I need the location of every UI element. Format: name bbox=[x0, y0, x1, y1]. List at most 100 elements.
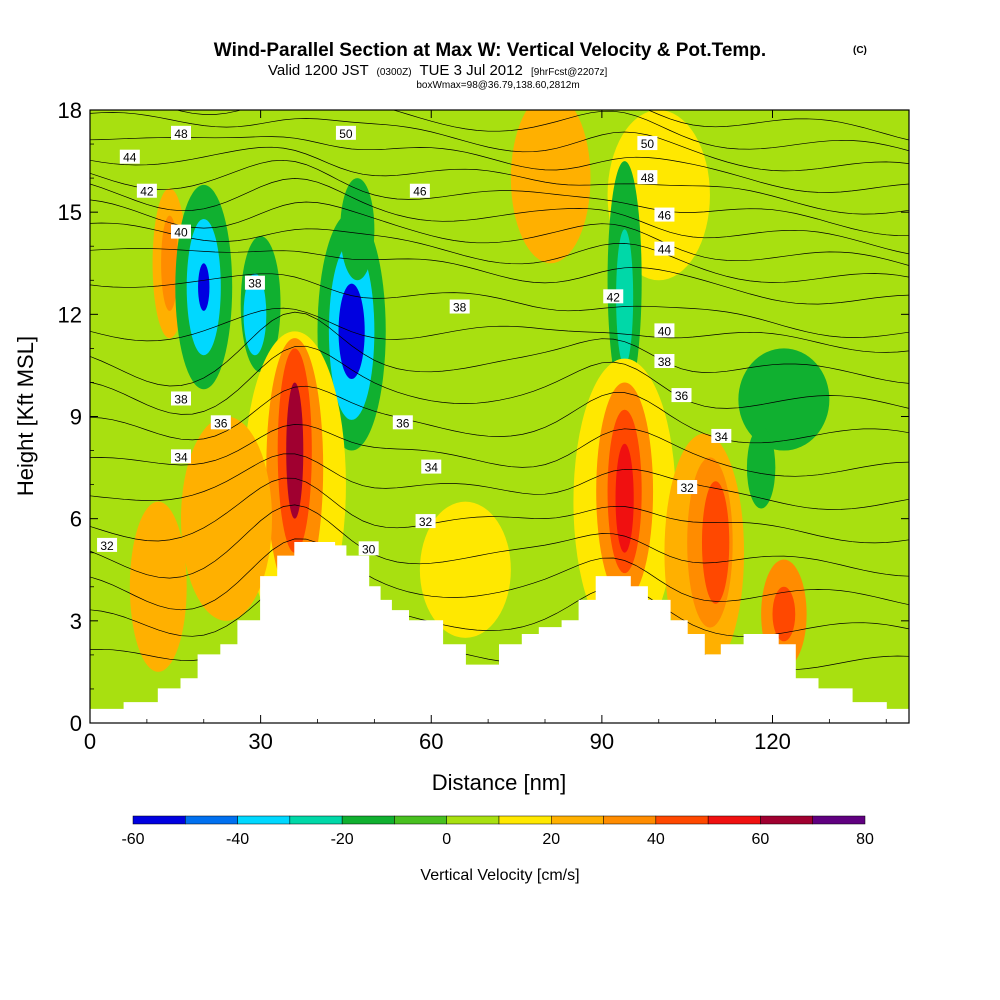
subtitle-utc: (0300Z) bbox=[377, 67, 412, 78]
colorbar-label--20: -20 bbox=[331, 831, 354, 848]
theta-contour-43 bbox=[90, 222, 909, 283]
svg-text:38: 38 bbox=[174, 392, 188, 406]
colorbar-swatch-11 bbox=[707, 815, 761, 825]
svg-text:38: 38 bbox=[248, 277, 262, 291]
velocity-cell-16 bbox=[746, 426, 776, 509]
plot-area: 50 50 48 48 46 46 44 44 42 42 40 40 38 38 36 36 34 34 32 32… bbox=[90, 110, 909, 723]
x-tick-label-0: 0 bbox=[84, 729, 96, 754]
chart-title: Wind-Parallel Section at Max W: Vertical… bbox=[214, 40, 766, 61]
contour-label-42: 42 bbox=[136, 183, 157, 199]
contour-label-34: 34 bbox=[421, 459, 442, 475]
velocity-cell-31 bbox=[772, 586, 796, 642]
colorbar-swatch-1 bbox=[185, 815, 238, 825]
svg-text:34: 34 bbox=[174, 450, 188, 464]
y-axis-title: Height [Kft MSL] bbox=[13, 336, 38, 496]
svg-text:48: 48 bbox=[641, 171, 655, 185]
colorbar-label-40: 40 bbox=[647, 831, 665, 848]
svg-text:44: 44 bbox=[658, 243, 672, 257]
svg-text:50: 50 bbox=[641, 137, 655, 151]
contour-label-44: 44 bbox=[119, 149, 140, 165]
svg-text:36: 36 bbox=[396, 416, 410, 430]
theta-contour-47 bbox=[90, 146, 909, 215]
contour-label-44: 44 bbox=[654, 241, 675, 257]
svg-text:32: 32 bbox=[419, 515, 433, 529]
chart-subtitle: Valid 1200 JST (0300Z) TUE 3 Jul 2012 [9… bbox=[268, 62, 608, 79]
svg-text:42: 42 bbox=[607, 290, 621, 304]
theta-contour-36 bbox=[90, 424, 909, 477]
contour-label-46: 46 bbox=[409, 183, 430, 199]
colorbar: -60 -40 -20 0 20 40 60 80 bbox=[121, 815, 874, 848]
contour-label-36: 36 bbox=[210, 415, 231, 430]
velocity-cell-29 bbox=[701, 481, 730, 604]
theta-contour-38 bbox=[90, 345, 909, 415]
subtitle-date: TUE 3 Jul 2012 bbox=[419, 62, 522, 79]
svg-text:38: 38 bbox=[453, 301, 467, 315]
colorbar-swatch-6 bbox=[446, 815, 500, 825]
theta-contour-46 bbox=[90, 159, 909, 237]
y-tick-label-12: 12 bbox=[58, 302, 82, 327]
velocity-cell-1 bbox=[161, 215, 179, 311]
velocity-cell-20 bbox=[286, 382, 304, 519]
y-tick-label-15: 15 bbox=[58, 200, 82, 225]
contour-label-42: 42 bbox=[603, 289, 624, 304]
y-tick-label-6: 6 bbox=[70, 507, 82, 532]
svg-text:40: 40 bbox=[174, 226, 188, 240]
svg-text:46: 46 bbox=[413, 185, 427, 199]
svg-text:46: 46 bbox=[658, 209, 672, 223]
copyright-mark: (C) bbox=[853, 45, 867, 56]
svg-text:Valid 1200 JST (0300Z): Valid 1200 JST (0300Z) TUE 3 Jul 2012 [9… bbox=[268, 62, 608, 79]
contour-label-40: 40 bbox=[654, 323, 675, 338]
x-tick-label-120: 120 bbox=[754, 729, 791, 754]
contour-label-32: 32 bbox=[677, 480, 698, 495]
contour-label-38: 38 bbox=[654, 354, 675, 369]
colorbar-swatch-5 bbox=[394, 815, 447, 825]
svg-text:30: 30 bbox=[362, 542, 376, 556]
colorbar-swatch-12 bbox=[760, 815, 813, 825]
velocity-cell-4 bbox=[198, 263, 210, 311]
contour-label-36: 36 bbox=[392, 415, 413, 430]
theta-contour-51 bbox=[450, 110, 909, 141]
contour-label-46: 46 bbox=[654, 207, 675, 223]
colorbar-swatch-10 bbox=[655, 815, 709, 825]
contour-label-50: 50 bbox=[335, 125, 356, 141]
y-tick-label-3: 3 bbox=[70, 609, 82, 634]
colorbar-swatch-13 bbox=[812, 815, 866, 825]
colorbar-swatch-3 bbox=[289, 815, 343, 825]
velocity-cell-14 bbox=[616, 229, 634, 366]
theta-contour-41 bbox=[90, 273, 909, 338]
velocity-cell-15 bbox=[738, 348, 830, 451]
velocity-cell-21 bbox=[181, 416, 272, 621]
theta-contour-32 bbox=[90, 538, 909, 611]
y-tick-label-18: 18 bbox=[58, 98, 82, 123]
svg-text:50: 50 bbox=[339, 127, 353, 141]
contour-label-32: 32 bbox=[97, 537, 118, 553]
box-info: boxWmax=98@36.79,138.60,2812m bbox=[416, 80, 579, 91]
contour-label-48: 48 bbox=[637, 170, 658, 185]
colorbar-label-80: 80 bbox=[856, 831, 874, 848]
svg-text:44: 44 bbox=[123, 151, 137, 165]
contour-label-38: 38 bbox=[449, 299, 470, 315]
contour-label-50: 50 bbox=[637, 136, 658, 151]
y-tick-label-0: 0 bbox=[70, 711, 82, 736]
velocity-field bbox=[129, 110, 830, 672]
colorbar-label-0: 0 bbox=[442, 831, 451, 848]
colorbar-swatch-4 bbox=[341, 815, 395, 825]
theta-contour-49 bbox=[90, 112, 909, 172]
velocity-cell-22 bbox=[129, 501, 187, 672]
contour-label-48: 48 bbox=[171, 125, 191, 141]
contour-label-36: 36 bbox=[671, 388, 692, 403]
velocity-cell-26 bbox=[615, 443, 634, 553]
svg-text:36: 36 bbox=[675, 389, 689, 403]
colorbar-swatch-2 bbox=[237, 815, 291, 825]
colorbar-label--40: -40 bbox=[226, 831, 249, 848]
theta-contour-34 bbox=[90, 477, 909, 544]
y-tick-label-9: 9 bbox=[70, 405, 82, 430]
subtitle-forecast: [9hrFcst@2207z] bbox=[531, 67, 608, 78]
svg-text:32: 32 bbox=[681, 481, 695, 495]
contour-label-32: 32 bbox=[415, 514, 436, 529]
svg-text:48: 48 bbox=[174, 127, 188, 141]
svg-text:34: 34 bbox=[715, 430, 729, 444]
x-axis: 0 30 60 90 120 bbox=[84, 110, 887, 754]
